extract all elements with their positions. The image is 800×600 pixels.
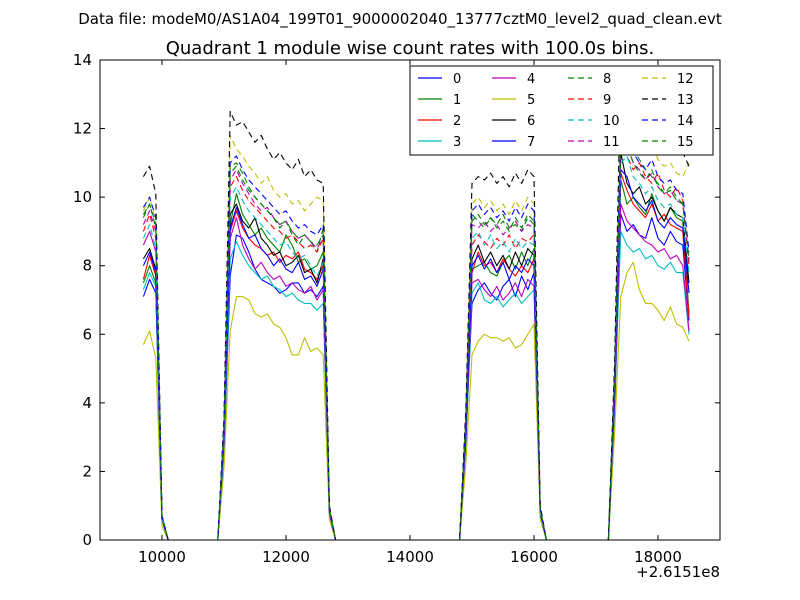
- x-tick-label: 18000: [634, 548, 682, 566]
- y-tick-label: 14: [73, 51, 92, 69]
- figure-suptitle: Data file: modeM0/AS1A04_199T01_90000020…: [78, 10, 722, 29]
- series-line-15: [142, 138, 690, 541]
- legend-frame: [409, 65, 714, 156]
- legend-item-14: 14: [642, 114, 694, 129]
- legend-item-11: 11: [568, 135, 620, 150]
- y-tick-label: 10: [73, 188, 92, 206]
- legend-item-15: 15: [642, 135, 694, 150]
- legend-label: 6: [527, 114, 535, 129]
- legend-label: 11: [603, 135, 620, 150]
- x-tick-label: 14000: [386, 548, 434, 566]
- legend-label: 2: [453, 114, 461, 129]
- y-tick-label: 6: [82, 325, 92, 343]
- legend-item-9: 9: [568, 93, 611, 108]
- legend-label: 0: [453, 72, 461, 87]
- legend-item-2: 2: [418, 114, 461, 129]
- legend-item-3: 3: [418, 135, 461, 150]
- y-tick-label: 4: [82, 394, 92, 412]
- legend-label: 4: [527, 72, 535, 87]
- y-tick-label: 8: [82, 257, 92, 275]
- x-tick-label: 12000: [262, 548, 310, 566]
- legend-item-4: 4: [492, 72, 535, 87]
- legend-item-13: 13: [642, 93, 694, 108]
- legend-label: 3: [453, 135, 461, 150]
- legend-label: 5: [527, 93, 535, 108]
- legend-item-10: 10: [568, 114, 620, 129]
- legend-item-5: 5: [492, 93, 535, 108]
- legend-item-8: 8: [568, 72, 611, 87]
- legend-label: 10: [603, 114, 620, 129]
- legend-label: 1: [453, 93, 461, 108]
- legend-label: 12: [677, 72, 694, 87]
- legend-item-0: 0: [418, 72, 461, 87]
- legend-label: 9: [603, 93, 611, 108]
- y-tick-label: 0: [82, 531, 92, 549]
- x-tick-label: 10000: [138, 548, 186, 566]
- y-tick-label: 2: [82, 462, 92, 480]
- legend-item-6: 6: [492, 114, 535, 129]
- legend-label: 14: [677, 114, 694, 129]
- y-tick-label: 12: [73, 120, 92, 138]
- legend-label: 7: [527, 135, 535, 150]
- legend-label: 15: [677, 135, 694, 150]
- x-tick-label: 16000: [510, 548, 558, 566]
- chart-title: Quadrant 1 module wise count rates with …: [166, 38, 655, 59]
- x-offset-label: +2.6151e8: [636, 563, 720, 581]
- legend-item-12: 12: [642, 72, 694, 87]
- legend-item-7: 7: [492, 135, 535, 150]
- legend-label: 13: [677, 93, 694, 108]
- legend-item-1: 1: [418, 93, 461, 108]
- legend-label: 8: [603, 72, 611, 87]
